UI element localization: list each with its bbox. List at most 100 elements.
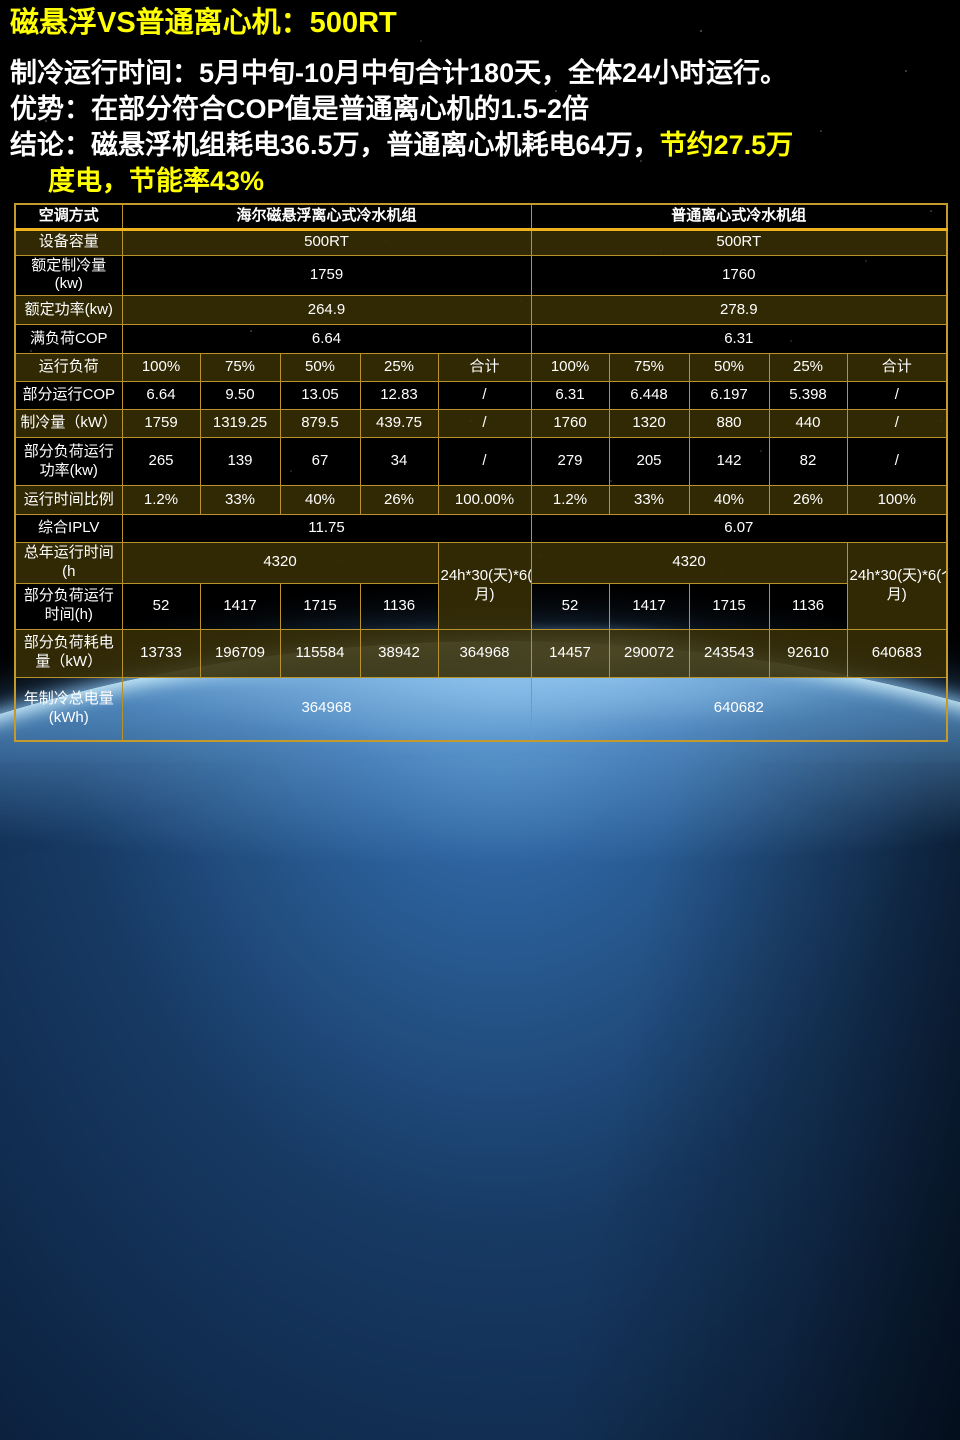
- row-label-cell: 制冷量（kW）: [14, 409, 123, 438]
- table-cell: /: [437, 381, 532, 410]
- table-cell: 26%: [359, 485, 439, 515]
- conclusion-tail-line: 度电，节能率43%: [48, 166, 265, 196]
- table-cell: 11.75: [121, 514, 532, 543]
- table-cell-hours-formula: 24h*30(天)*6(个月): [437, 542, 532, 630]
- table-cell: 75%: [608, 353, 690, 382]
- table-cell: 5.398: [768, 381, 848, 410]
- row-label-cell: 额定制冷量(kw): [14, 254, 123, 296]
- table-cell: 265: [121, 437, 201, 486]
- table-cell: 4320: [530, 542, 848, 584]
- table-cell: 38942: [359, 628, 439, 678]
- table-cell: 1417: [199, 582, 281, 630]
- table-cell: 1417: [608, 582, 690, 630]
- table-cell: 6.64: [121, 324, 532, 354]
- table-cell: 25%: [768, 353, 848, 382]
- table-cell: 115584: [279, 628, 361, 678]
- table-cell: 364968: [121, 676, 532, 742]
- table-cell: 100.00%: [437, 485, 532, 515]
- table-cell: 4320: [121, 542, 439, 584]
- table-cell: 1760: [530, 254, 948, 296]
- conclusion-white-text: 结论：磁悬浮机组耗电36.5万，普通离心机耗电64万，: [10, 130, 660, 160]
- table-cell: 14457: [530, 628, 610, 678]
- table-cell: 13.05: [279, 381, 361, 410]
- table-cell: 6.31: [530, 381, 610, 410]
- table-cell: 26%: [768, 485, 848, 515]
- table-row-partial-load-hours: 部分负荷运行时间(h) 52 1417 1715 1136 52 1417 17…: [14, 582, 947, 630]
- table-cell: 1136: [768, 582, 848, 630]
- table-cell: 75%: [199, 353, 281, 382]
- table-cell: 100%: [121, 353, 201, 382]
- table-cell: 1715: [688, 582, 770, 630]
- table-cell: 13733: [121, 628, 201, 678]
- table-cell: 278.9: [530, 295, 948, 325]
- column-header-maglev: 海尔磁悬浮离心式冷水机组: [121, 203, 532, 231]
- table-header-row: 空调方式 海尔磁悬浮离心式冷水机组 普通离心式冷水机组: [14, 203, 948, 231]
- slide-title: 磁悬浮VS普通离心机：500RT: [10, 7, 397, 39]
- table-cell: 1760: [530, 409, 610, 438]
- table-cell: 6.07: [530, 514, 948, 543]
- table-cell: 880: [688, 409, 770, 438]
- row-label-cell: 年制冷总电量(kWh): [14, 676, 123, 742]
- table-cell: /: [846, 409, 948, 438]
- table-cell: 6.64: [121, 381, 201, 410]
- table-cell: 1759: [121, 409, 201, 438]
- row-label-cell: 运行负荷: [14, 353, 123, 382]
- table-cell: 1319.25: [199, 409, 281, 438]
- table-cell: 33%: [199, 485, 281, 515]
- conclusion-line: 结论：磁悬浮机组耗电36.5万，普通离心机耗电64万，节约27.5万: [10, 127, 954, 163]
- table-row-runtime-ratio: 运行时间比例 1.2% 33% 40% 26% 100.00% 1.2% 33%…: [14, 485, 948, 515]
- comparison-table: 空调方式 海尔磁悬浮离心式冷水机组 普通离心式冷水机组 设备容量 500RT 5…: [14, 203, 949, 742]
- table-cell: 264.9: [121, 295, 532, 325]
- table-cell: 440: [768, 409, 848, 438]
- earth-image: [0, 641, 960, 1440]
- table-cell: 合计: [846, 353, 948, 382]
- row-label-cell: 部分运行COP: [14, 381, 123, 410]
- table-cell: 243543: [688, 628, 770, 678]
- table-cell: /: [846, 381, 948, 410]
- table-cell: 439.75: [359, 409, 439, 438]
- runtime-line: 制冷运行时间：5月中旬-10月中旬合计180天，全体24小时运行。: [10, 58, 788, 88]
- table-row-partial-load-power: 部分负荷运行功率(kw) 265 139 67 34 / 279 205 142…: [14, 437, 948, 486]
- table-cell: 67: [279, 437, 361, 486]
- table-row-capacity: 设备容量 500RT 500RT: [14, 228, 948, 256]
- row-label-cell: 设备容量: [14, 228, 123, 256]
- table-cell: 142: [688, 437, 770, 486]
- table-cell: 196709: [199, 628, 281, 678]
- table-cell: 279: [530, 437, 610, 486]
- slide: 磁悬浮VS普通离心机：500RT 制冷运行时间：5月中旬-10月中旬合计180天…: [10, 7, 954, 742]
- row-label-cell: 部分负荷运行时间(h): [14, 582, 123, 630]
- table-cell: 50%: [279, 353, 361, 382]
- table-cell: 1715: [279, 582, 361, 630]
- table-row-partial-load-consumption: 部分负荷耗电量（kW） 13733 196709 115584 38942 36…: [14, 628, 948, 678]
- table-row-annual-total: 年制冷总电量(kWh) 364968 640682: [14, 676, 948, 742]
- table-cell: 82: [768, 437, 848, 486]
- table-row-rated-cooling: 额定制冷量(kw) 1759 1760: [14, 254, 948, 296]
- table-cell: 640683: [846, 628, 948, 678]
- table-row-full-load-cop: 满负荷COP 6.64 6.31: [14, 324, 948, 354]
- table-cell: 40%: [279, 485, 361, 515]
- row-label-cell: 运行时间比例: [14, 485, 123, 515]
- table-cell: 12.83: [359, 381, 439, 410]
- table-cell: 6.197: [688, 381, 770, 410]
- table-cell: 500RT: [530, 228, 948, 256]
- table-cell: 34: [359, 437, 439, 486]
- table-cell: 1.2%: [530, 485, 610, 515]
- table-cell: 1320: [608, 409, 690, 438]
- table-cell: 139: [199, 437, 281, 486]
- table-cell: 92610: [768, 628, 848, 678]
- table-cell: 52: [121, 582, 201, 630]
- table-row-iplv: 综合IPLV 11.75 6.07: [14, 514, 948, 543]
- table-cell: 合计: [437, 353, 532, 382]
- row-label-cell: 部分负荷运行功率(kw): [14, 437, 123, 486]
- row-label-cell: 部分负荷耗电量（kW）: [14, 628, 123, 678]
- table-cell: 640682: [530, 676, 948, 742]
- table-cell: 50%: [688, 353, 770, 382]
- table-cell: 205: [608, 437, 690, 486]
- table-row-cooling-capacity: 制冷量（kW） 1759 1319.25 879.5 439.75 / 1760…: [14, 409, 948, 438]
- row-label-cell: 综合IPLV: [14, 514, 123, 543]
- row-label-cell: 满负荷COP: [14, 324, 123, 354]
- table-cell: 33%: [608, 485, 690, 515]
- table-cell: 364968: [437, 628, 532, 678]
- advantage-line: 优势：在部分符合COP值是普通离心机的1.5-2倍: [10, 94, 590, 124]
- table-row-load-levels: 运行负荷 100% 75% 50% 25% 合计 100% 75% 50% 25…: [14, 353, 948, 382]
